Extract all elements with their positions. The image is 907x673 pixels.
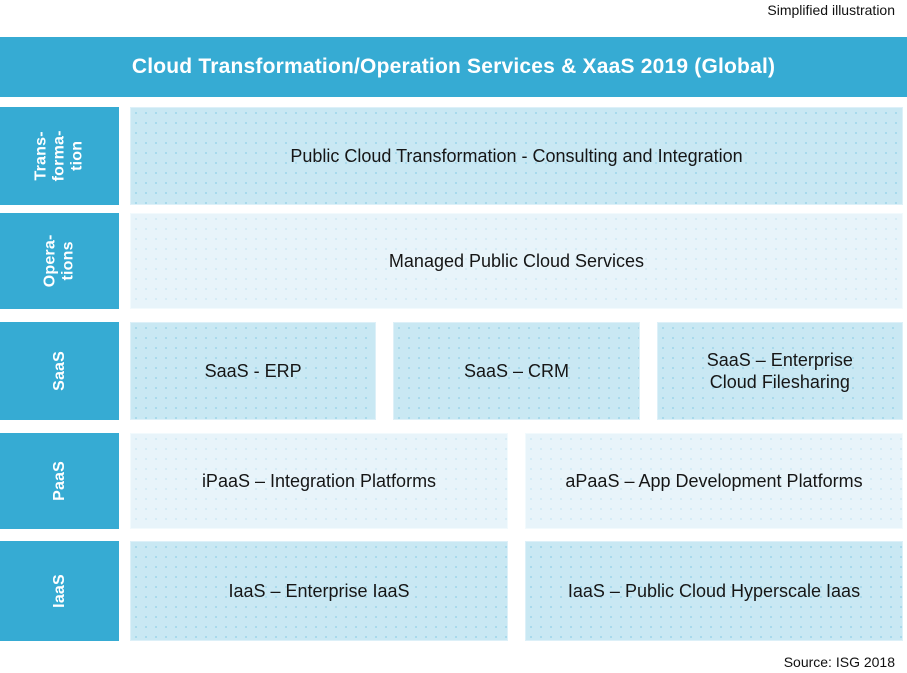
service-box-ipaas: iPaaS – Integration Platforms — [130, 433, 508, 529]
row-operations-boxes: Managed Public Cloud Services — [130, 213, 903, 309]
service-box-apaas: aPaaS – App Development Platforms — [525, 433, 903, 529]
row-label-operations-text: Opera- tions — [41, 234, 77, 288]
row-label-iaas: IaaS — [0, 541, 119, 641]
row-transformation: Trans- forma- tion Public Cloud Transfor… — [0, 107, 907, 205]
row-iaas-boxes: IaaS – Enterprise IaaS IaaS – Public Clo… — [130, 541, 903, 641]
service-box-label: SaaS – Enterprise Cloud Filesharing — [706, 349, 853, 393]
service-box-hyperscale-iaas: IaaS – Public Cloud Hyperscale Iaas — [525, 541, 903, 641]
service-box-label: Public Cloud Transformation - Consulting… — [290, 145, 743, 166]
simplified-illustration-note: Simplified illustration — [767, 2, 895, 18]
source-note: Source: ISG 2018 — [783, 654, 895, 670]
service-box-label: SaaS - ERP — [204, 360, 302, 381]
row-saas: SaaS SaaS - ERP SaaS – CRM SaaS – Enterp… — [0, 322, 907, 420]
service-box-label: aPaaS – App Development Platforms — [565, 470, 863, 491]
row-transformation-boxes: Public Cloud Transformation - Consulting… — [130, 107, 903, 205]
rows-container: Trans- forma- tion Public Cloud Transfor… — [0, 107, 907, 641]
service-box-label: SaaS – CRM — [463, 360, 570, 381]
service-box-label: IaaS – Public Cloud Hyperscale Iaas — [567, 580, 861, 601]
row-saas-boxes: SaaS - ERP SaaS – CRM SaaS – Enterprise … — [130, 322, 903, 420]
service-box-label: IaaS – Enterprise IaaS — [228, 580, 410, 601]
service-box-saas-filesharing: SaaS – Enterprise Cloud Filesharing — [656, 322, 903, 420]
row-label-transformation-text: Trans- forma- tion — [32, 130, 86, 182]
service-box-saas-crm: SaaS – CRM — [393, 322, 640, 420]
row-iaas: IaaS IaaS – Enterprise IaaS IaaS – Publi… — [0, 541, 907, 641]
diagram-header: Cloud Transformation/Operation Services … — [0, 37, 907, 97]
row-label-paas: PaaS — [0, 433, 119, 529]
service-box-label: iPaaS – Integration Platforms — [201, 470, 437, 491]
row-operations: Opera- tions Managed Public Cloud Servic… — [0, 213, 907, 309]
row-paas-boxes: iPaaS – Integration Platforms aPaaS – Ap… — [130, 433, 903, 529]
row-label-saas: SaaS — [0, 322, 119, 420]
diagram-title: Cloud Transformation/Operation Services … — [131, 55, 776, 78]
service-box-managed-public-cloud: Managed Public Cloud Services — [130, 213, 903, 309]
row-label-saas-text: SaaS — [50, 351, 68, 391]
row-label-iaas-text: IaaS — [50, 574, 68, 608]
service-box-public-cloud-transformation: Public Cloud Transformation - Consulting… — [130, 107, 903, 205]
service-box-saas-erp: SaaS - ERP — [130, 322, 377, 420]
row-label-operations: Opera- tions — [0, 213, 119, 309]
service-box-label: Managed Public Cloud Services — [388, 250, 645, 271]
service-box-enterprise-iaas: IaaS – Enterprise IaaS — [130, 541, 508, 641]
row-paas: PaaS iPaaS – Integration Platforms aPaaS… — [0, 433, 907, 529]
row-label-paas-text: PaaS — [50, 461, 68, 501]
row-label-transformation: Trans- forma- tion — [0, 107, 119, 205]
